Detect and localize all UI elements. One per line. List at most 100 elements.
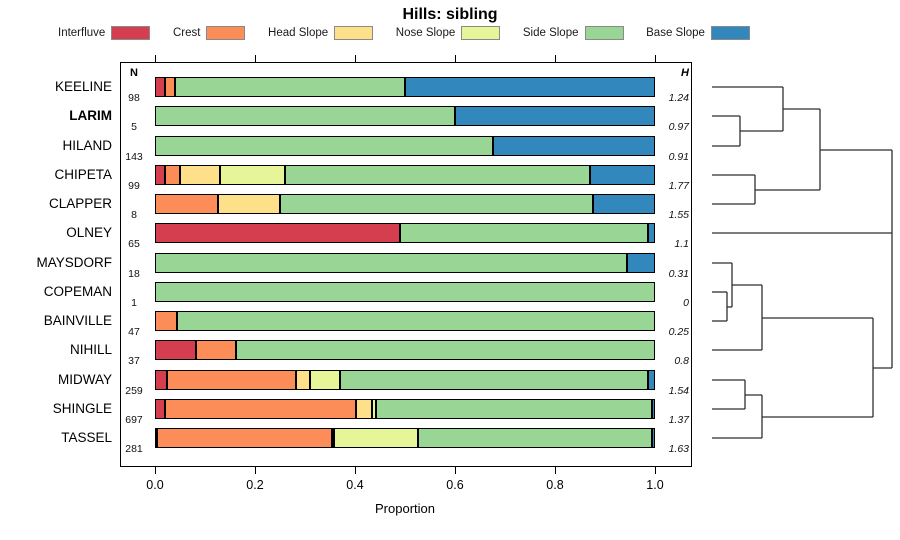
bar-segment <box>155 164 165 185</box>
legend-item: Base Slope <box>646 26 750 40</box>
stacked-bar <box>155 398 655 419</box>
stacked-bar <box>155 135 655 156</box>
bar-segment <box>236 340 655 361</box>
legend-label: Interfluve <box>58 27 106 39</box>
n-value: 37 <box>128 355 140 368</box>
legend-label: Head Slope <box>268 27 329 39</box>
stacked-bar <box>155 340 655 361</box>
bar-segment <box>375 398 652 419</box>
bar-segment <box>455 106 655 127</box>
bar-segment <box>592 194 655 214</box>
h-value: 0.91 <box>668 150 689 163</box>
legend-swatch <box>584 26 624 40</box>
legend-swatch <box>710 26 750 40</box>
stacked-bar <box>155 77 655 97</box>
h-value: 0 <box>683 296 689 309</box>
h-value: 0.31 <box>668 267 689 280</box>
row-label: MAYSDORF <box>36 254 112 270</box>
axis-tick-top <box>455 55 457 62</box>
legend-label: Nose Slope <box>395 27 456 39</box>
bar-segment <box>155 398 165 419</box>
n-value: 65 <box>128 238 140 251</box>
stacked-bar <box>155 369 655 390</box>
h-value: 1.1 <box>674 238 689 251</box>
h-column-header: H <box>681 67 689 79</box>
n-column-header: N <box>130 67 138 79</box>
h-value: 1.24 <box>668 92 689 104</box>
stacked-bar <box>155 252 655 273</box>
bar-segment <box>155 281 655 302</box>
stacked-bar <box>155 194 655 214</box>
bar-segment <box>280 194 593 214</box>
bar-segment <box>164 398 356 419</box>
h-value: 0.8 <box>674 355 689 368</box>
h-value: 1.55 <box>668 209 689 221</box>
row-label: KEELINE <box>54 79 112 94</box>
row-label: CLAPPER <box>48 196 112 211</box>
legend-swatch <box>111 26 151 40</box>
x-tick-label: 0.4 <box>346 478 364 492</box>
axis-tick-bottom <box>555 467 557 474</box>
n-value: 98 <box>128 92 140 104</box>
bar-segment <box>309 369 340 390</box>
n-value: 143 <box>125 150 143 163</box>
bar-segment <box>296 369 310 390</box>
row-label: TASSEL <box>61 430 112 445</box>
stacked-bar <box>155 311 655 331</box>
row-label: MIDWAY <box>58 371 112 387</box>
bar-segment <box>492 135 655 156</box>
n-value: 281 <box>125 443 143 455</box>
bar-segment <box>220 164 285 185</box>
bar-segment <box>155 252 627 273</box>
bar-segment <box>155 194 218 214</box>
bar-segment <box>155 428 157 448</box>
row-label: HILAND <box>62 137 112 153</box>
legend-label: Side Slope <box>522 27 579 39</box>
n-value: 18 <box>128 267 140 280</box>
legend-item: Nose Slope <box>395 26 501 40</box>
bar-segment <box>155 77 165 97</box>
n-value: 1 <box>131 296 137 309</box>
n-value: 259 <box>125 384 143 397</box>
x-tick-label: 0.2 <box>246 478 264 492</box>
bar-segment <box>372 398 376 419</box>
row-label: COPEMAN <box>43 283 112 299</box>
axis-tick-bottom <box>155 467 157 474</box>
bar-segment <box>339 369 648 390</box>
bar-segment <box>180 164 220 185</box>
row-label: BAINVILLE <box>43 313 112 328</box>
bar-segment <box>651 428 655 448</box>
bar-segment <box>647 369 655 390</box>
legend: Interfluve Crest Head Slope Nose Slope Side … <box>58 25 750 41</box>
axis-tick-bottom <box>655 467 657 474</box>
bar-segment <box>155 106 455 127</box>
h-value: 0.25 <box>668 326 689 338</box>
n-value: 8 <box>131 209 137 221</box>
stacked-bar <box>155 281 655 302</box>
n-value: 47 <box>128 326 140 338</box>
stacked-bar <box>155 164 655 185</box>
stacked-bar <box>155 223 655 244</box>
h-value: 1.63 <box>668 443 689 455</box>
legend-item: Crest <box>173 26 246 40</box>
axis-tick-top <box>155 55 157 62</box>
bar-segment <box>155 369 167 390</box>
bar-segment <box>175 77 405 97</box>
bar-segment <box>195 340 236 361</box>
axis-tick-top <box>555 55 557 62</box>
h-value: 1.37 <box>668 413 689 426</box>
stacked-bar <box>155 428 655 448</box>
bar-segment <box>165 164 180 185</box>
bar-segment <box>590 164 655 185</box>
row-label: SHINGLE <box>52 400 112 416</box>
n-value: 99 <box>128 179 140 192</box>
row-label: CHIPETA <box>54 166 112 182</box>
bar-segment <box>217 194 280 214</box>
bar-segment <box>400 223 648 244</box>
axis-tick-bottom <box>455 467 457 474</box>
stacked-bar <box>155 106 655 127</box>
bar-segment <box>405 77 655 97</box>
bar-segment <box>155 135 493 156</box>
bar-segment <box>176 311 655 331</box>
